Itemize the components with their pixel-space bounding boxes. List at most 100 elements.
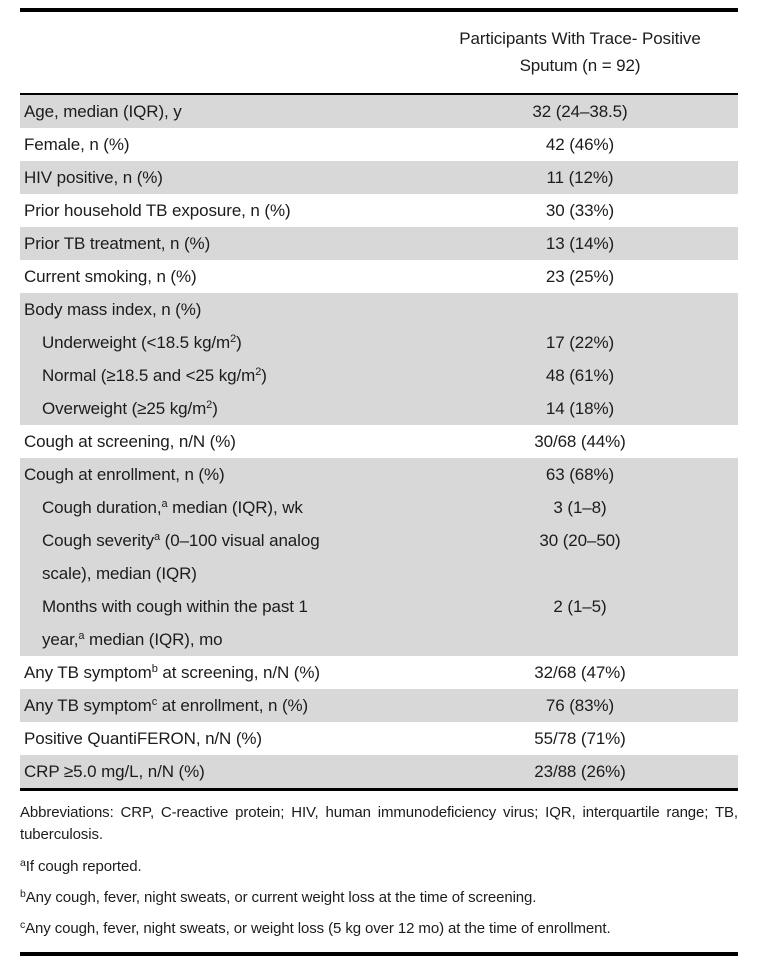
row-label: Cough duration,a median (IQR), wk <box>20 491 422 524</box>
table-row: HIV positive, n (%) 11 (12%) <box>20 161 738 194</box>
footnote-a-marker: a <box>20 857 26 869</box>
row-label-text: Prior TB treatment, n (%) <box>24 234 211 253</box>
row-label-sup: c <box>151 696 158 708</box>
table-row: CRP ≥5.0 mg/L, n/N (%) 23/88 (26%) <box>20 755 738 788</box>
row-label: Cough severitya (0–100 visual analog sca… <box>20 524 422 590</box>
row-label-text: Overweight (≥25 kg/m <box>42 399 207 418</box>
table-subrow: Cough duration,a median (IQR), wk 3 (1–8… <box>20 491 738 524</box>
column-header: Participants With Trace- Positive Sputum… <box>422 25 738 79</box>
row-label: Any TB symptomc at enrollment, n (%) <box>20 689 422 722</box>
row-label-text: median (IQR), wk <box>167 498 303 517</box>
row-label: Underweight (<18.5 kg/m2) <box>20 326 422 359</box>
table-subrow: Months with cough within the past 1 year… <box>20 590 738 656</box>
row-label: Cough at screening, n/N (%) <box>20 425 422 458</box>
table-body: Age, median (IQR), y 32 (24–38.5) Female… <box>20 95 738 788</box>
column-header-line2: Sputum (n = 92) <box>519 56 641 75</box>
table-row: Any TB symptomb at screening, n/N (%) 32… <box>20 656 738 689</box>
table-row: Any TB symptomc at enrollment, n (%) 76 … <box>20 689 738 722</box>
row-value: 30 (20–50) <box>539 531 621 550</box>
top-rule <box>20 8 738 12</box>
body-divider <box>20 788 738 791</box>
row-label-sup: 2 <box>206 399 213 411</box>
row-label-text: Cough severity <box>42 531 154 550</box>
row-value: 30/68 (44%) <box>534 432 626 451</box>
row-value: 14 (18%) <box>545 399 615 418</box>
row-label-text: HIV positive, n (%) <box>24 168 163 187</box>
header-divider <box>20 93 738 95</box>
table-subrow: Normal (≥18.5 and <25 kg/m2) 48 (61%) <box>20 359 738 392</box>
table-subrow: Cough severitya (0–100 visual analog sca… <box>20 524 738 590</box>
row-label-text: median (IQR), mo <box>84 630 223 649</box>
table-row: Prior TB treatment, n (%) 13 (14%) <box>20 227 738 260</box>
row-label-text: at enrollment, n (%) <box>157 696 309 715</box>
footnote-b-text: Any cough, fever, night sweats, or curre… <box>25 889 537 906</box>
row-value: 30 (33%) <box>545 201 615 220</box>
row-value: 2 (1–5) <box>553 597 607 616</box>
row-value: 63 (68%) <box>545 465 615 484</box>
row-label-text: Cough at screening, n/N (%) <box>24 432 236 451</box>
abbreviations-note: Abbreviations: CRP, C-reactive protein; … <box>20 804 738 843</box>
table-row: Prior household TB exposure, n (%) 30 (3… <box>20 194 738 227</box>
row-label-text: Age, median (IQR), y <box>24 102 182 121</box>
row-label: Months with cough within the past 1 year… <box>20 590 422 656</box>
row-label-text: Prior household TB exposure, n (%) <box>24 201 291 220</box>
row-label-sup: a <box>161 498 168 510</box>
row-value: 48 (61%) <box>545 366 615 385</box>
footnote-b: bAny cough, fever, night sweats, or curr… <box>20 887 738 908</box>
row-label-text: Any TB symptom <box>24 696 152 715</box>
row-label-text: Positive QuantiFERON, n/N (%) <box>24 729 262 748</box>
table-row: Positive QuantiFERON, n/N (%) 55/78 (71%… <box>20 722 738 755</box>
row-value: 3 (1–8) <box>553 498 607 517</box>
header-spacer <box>20 25 422 79</box>
row-label-text: Cough duration, <box>42 498 162 517</box>
column-header-line1: Participants With Trace- Positive <box>459 29 701 48</box>
footnotes-section: Abbreviations: CRP, C-reactive protein; … <box>20 791 738 952</box>
footnote-b-marker: b <box>20 888 26 900</box>
row-label-text: ) <box>236 333 242 352</box>
row-value: 17 (22%) <box>545 333 615 352</box>
table-row-group-header: Cough at enrollment, n (%) 63 (68%) <box>20 458 738 491</box>
row-label: Age, median (IQR), y <box>20 95 422 128</box>
row-label-sup: a <box>78 630 85 642</box>
row-label-text: (0–100 visual analog scale), median (IQR… <box>42 531 320 583</box>
table-row: Age, median (IQR), y 32 (24–38.5) <box>20 95 738 128</box>
table-row: Cough at screening, n/N (%) 30/68 (44%) <box>20 425 738 458</box>
footnote-c: cAny cough, fever, night sweats, or weig… <box>20 918 738 939</box>
row-label-sup: 2 <box>230 333 237 345</box>
footnote-a-text: If cough reported. <box>25 858 142 875</box>
table-row: Current smoking, n (%) 23 (25%) <box>20 260 738 293</box>
row-value: 23 (25%) <box>545 267 615 286</box>
row-label: Cough at enrollment, n (%) <box>20 458 422 491</box>
row-label: Normal (≥18.5 and <25 kg/m2) <box>20 359 422 392</box>
row-label-text: Normal (≥18.5 and <25 kg/m <box>42 366 256 385</box>
row-value: 55/78 (71%) <box>534 729 626 748</box>
row-label: Female, n (%) <box>20 128 422 161</box>
row-label: HIV positive, n (%) <box>20 161 422 194</box>
row-label-text: ) <box>212 399 218 418</box>
row-label-text: Underweight (<18.5 kg/m <box>42 333 231 352</box>
row-label-sup: b <box>151 663 158 675</box>
row-label-sup: 2 <box>255 366 262 378</box>
bottom-rule <box>20 952 738 956</box>
row-label: Any TB symptomb at screening, n/N (%) <box>20 656 422 689</box>
row-label-text: Cough at enrollment, n (%) <box>24 465 225 484</box>
row-label-text: at screening, n/N (%) <box>157 663 320 682</box>
row-label-text: ) <box>261 366 267 385</box>
row-value: 11 (12%) <box>546 168 614 187</box>
row-label-text: Any TB symptom <box>24 663 152 682</box>
row-label: Body mass index, n (%) <box>20 293 422 326</box>
row-label: Current smoking, n (%) <box>20 260 422 293</box>
footnote-c-marker: c <box>20 919 26 931</box>
row-value: 76 (83%) <box>545 696 615 715</box>
row-label-sup: a <box>154 531 161 543</box>
row-label-text: Body mass index, n (%) <box>24 300 202 319</box>
row-label: Overweight (≥25 kg/m2) <box>20 392 422 425</box>
table-row-group-header: Body mass index, n (%) <box>20 293 738 326</box>
row-label: CRP ≥5.0 mg/L, n/N (%) <box>20 755 422 788</box>
footnote-a: aIf cough reported. <box>20 856 738 877</box>
row-label-text: Current smoking, n (%) <box>24 267 197 286</box>
row-value: 13 (14%) <box>545 234 615 253</box>
table-header: Participants With Trace- Positive Sputum… <box>20 12 738 93</box>
table-row: Female, n (%) 42 (46%) <box>20 128 738 161</box>
row-label: Positive QuantiFERON, n/N (%) <box>20 722 422 755</box>
